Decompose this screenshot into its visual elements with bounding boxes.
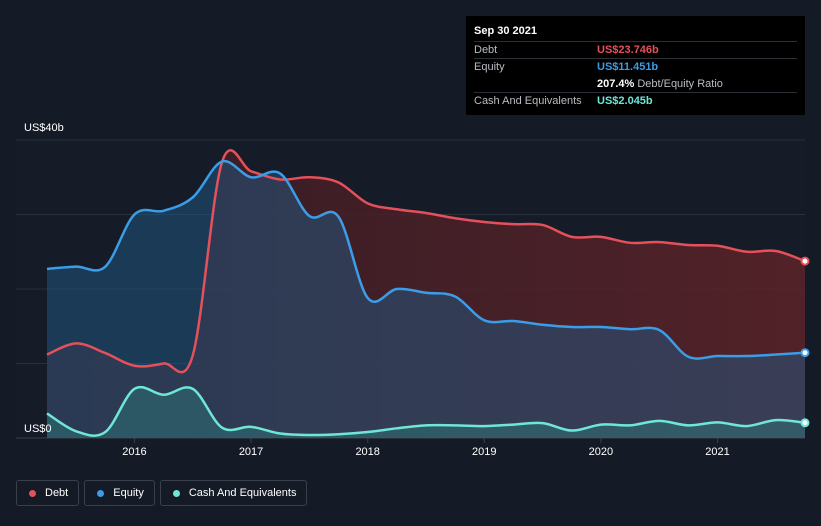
legend-dot-equity bbox=[97, 489, 105, 497]
tooltip-equity-row: Equity US$11.451b bbox=[474, 58, 797, 75]
tooltip-equity-label: Equity bbox=[474, 61, 505, 73]
debt-end-marker bbox=[800, 256, 810, 266]
end-markers bbox=[800, 256, 810, 428]
x-tick-label-2020: 2020 bbox=[588, 446, 614, 458]
x-tick-label-2016: 2016 bbox=[122, 446, 147, 458]
cash-end-marker bbox=[800, 418, 810, 428]
y-axis-min-label: US$0 bbox=[24, 423, 52, 435]
equity-area bbox=[47, 161, 805, 438]
tooltip-equity-value: US$11.451b bbox=[597, 61, 659, 73]
x-tick-label-2017: 2017 bbox=[238, 446, 264, 458]
legend-item-equity[interactable]: Equity bbox=[84, 480, 155, 506]
series-layer bbox=[46, 149, 806, 439]
tooltip-debt-value: US$23.746b bbox=[597, 44, 659, 56]
legend-item-cash[interactable]: Cash And Equivalents bbox=[159, 480, 308, 506]
x-tick-label-2021: 2021 bbox=[705, 446, 730, 458]
legend-dot-debt bbox=[29, 489, 36, 497]
chart-legend: Debt Equity Cash And Equivalents bbox=[16, 480, 308, 506]
tooltip-cash-row: Cash And Equivalents US$2.045b bbox=[474, 92, 797, 109]
tooltip-ratio-value: 207.4% bbox=[597, 78, 635, 90]
y-axis-max-label: US$40b bbox=[24, 122, 64, 134]
equity-end-marker bbox=[800, 348, 810, 358]
tooltip-date: Sep 30 2021 bbox=[474, 25, 537, 37]
legend-label-debt: Debt bbox=[45, 487, 69, 499]
x-tick-label-2018: 2018 bbox=[355, 446, 380, 458]
legend-item-debt[interactable]: Debt bbox=[16, 480, 80, 506]
tooltip-debt-label: Debt bbox=[474, 44, 498, 56]
legend-label-cash: Cash And Equivalents bbox=[188, 487, 297, 499]
debt-line bbox=[46, 149, 806, 374]
tooltip-cash-value: US$2.045b bbox=[597, 95, 653, 107]
data-tooltip: Sep 30 2021 Debt US$23.746b Equity US$11… bbox=[466, 16, 805, 115]
tooltip-debt-row: Debt US$23.746b bbox=[474, 41, 797, 58]
tooltip-ratio-row: 207.4% Debt/Equity Ratio bbox=[474, 75, 797, 92]
x-tick-label-2019: 2019 bbox=[472, 446, 497, 458]
legend-dot-cash bbox=[172, 489, 180, 497]
debt-area bbox=[47, 150, 805, 439]
tooltip-ratio-label: Debt/Equity Ratio bbox=[637, 78, 723, 90]
tooltip-cash-label: Cash And Equivalents bbox=[474, 95, 582, 107]
legend-label-equity: Equity bbox=[113, 487, 144, 499]
